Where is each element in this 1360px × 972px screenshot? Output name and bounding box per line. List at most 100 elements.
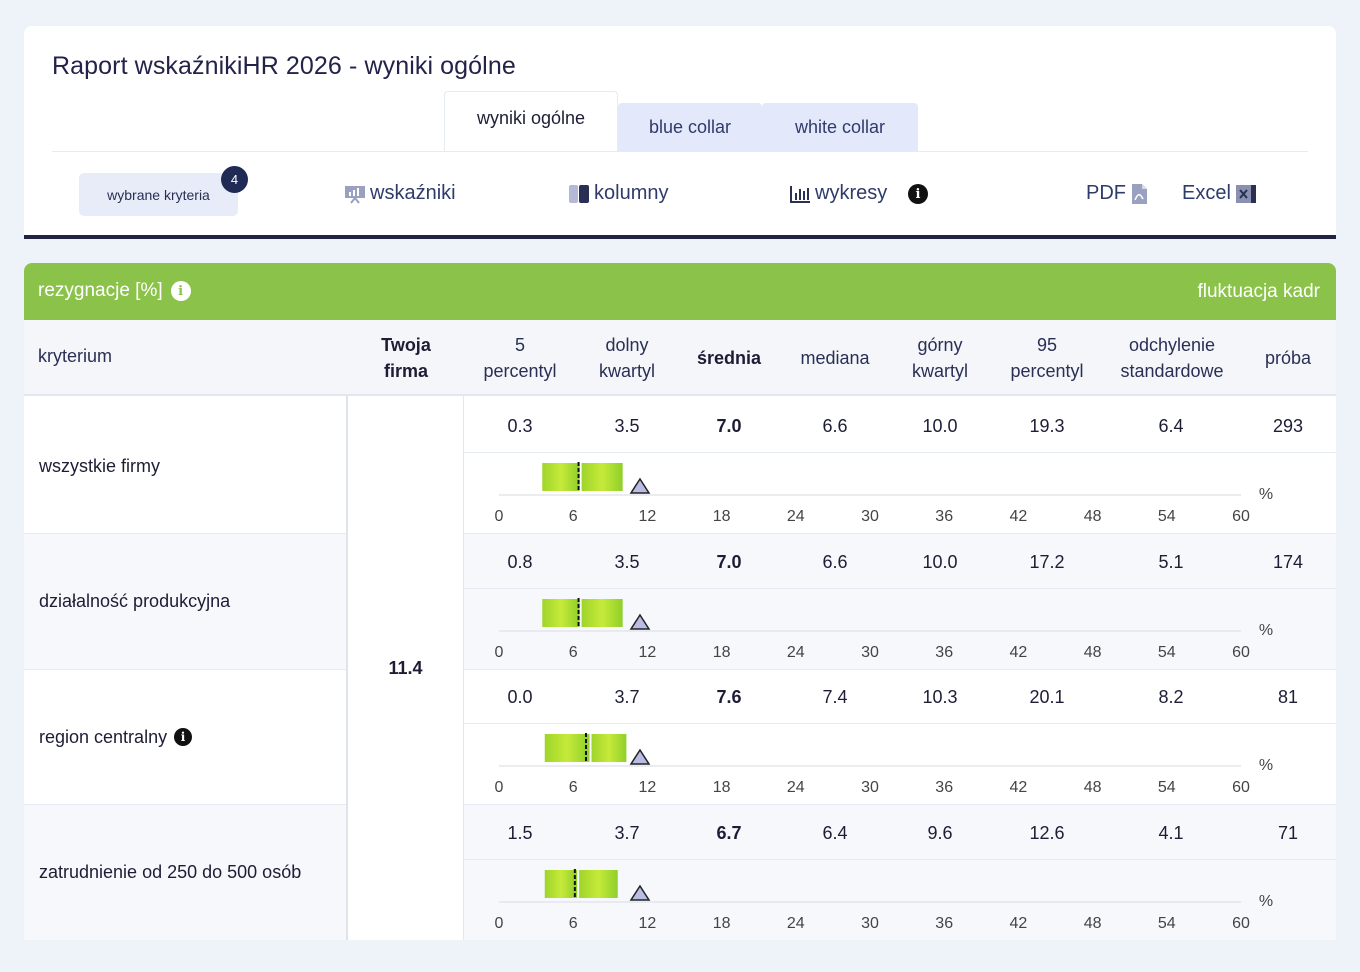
axis-tick-label: 0 <box>495 508 504 525</box>
box-plot-chart: 0 6 12 18 24 30 36 42 48 54 60% <box>495 868 1273 932</box>
pdf-label: PDF <box>1086 182 1126 204</box>
cell-sample: 81 <box>1277 687 1299 707</box>
criterion-info-icon[interactable]: i <box>174 728 193 746</box>
columns-label: kolumny <box>594 182 669 204</box>
cell-p95: 19.3 <box>1029 416 1065 436</box>
cell-p5: 0.0 <box>507 687 533 707</box>
axis-tick-label: 48 <box>1084 644 1102 661</box>
tab-white-collar[interactable]: white collar <box>762 103 918 152</box>
cell-mean: 7.0 <box>716 551 742 572</box>
header-median: mediana <box>800 348 870 368</box>
cell-q1: 3.7 <box>614 687 640 707</box>
row-criterion: zatrudnienie od 250 do 500 osób <box>39 805 301 941</box>
axis-tick-label: 30 <box>861 508 879 525</box>
charts-button[interactable]: wykresy <box>790 182 887 205</box>
row-criterion-label: zatrudnienie od 250 do 500 osób <box>39 862 302 882</box>
indicators-label: wskaźniki <box>370 182 456 204</box>
axis-tick-label: 6 <box>569 644 578 661</box>
row-criterion: działalność produkcyjna <box>39 534 230 670</box>
cell-p95: 20.1 <box>1029 687 1065 707</box>
axis-tick-label: 60 <box>1232 779 1250 796</box>
cell-q1: 3.5 <box>614 416 640 436</box>
box-upper-quartile <box>579 869 618 898</box>
axis-tick-label: 30 <box>861 779 879 796</box>
column-divider <box>463 396 464 940</box>
cell-sd: 4.1 <box>1158 822 1184 843</box>
header-sample: próba <box>1264 348 1312 368</box>
axis-tick-label: 0 <box>495 644 504 661</box>
excel-export-button[interactable]: Excel <box>1182 182 1257 205</box>
box-plot-chart: 0 6 12 18 24 30 36 42 48 54 60% <box>495 462 1273 525</box>
table-row: region centralny i 0.0 3.7 7.6 7.4 10.3 20.1 8.2… <box>24 669 1336 805</box>
cell-q3: 10.0 <box>922 416 958 436</box>
axis-tick-label: 60 <box>1232 508 1250 525</box>
axis-unit-label: % <box>1259 622 1273 639</box>
cell-median: 7.4 <box>822 687 848 707</box>
box-lower-quartile <box>542 598 580 627</box>
axis-tick-label: 0 <box>495 915 504 932</box>
axis-tick-label: 42 <box>1010 915 1028 932</box>
pdf-export-button[interactable]: PDF <box>1086 182 1148 205</box>
axis-tick-label: 30 <box>861 644 879 661</box>
axis-tick-label: 12 <box>639 644 657 661</box>
header-q1: dolny kwartyl <box>598 335 655 381</box>
your-firm-marker <box>629 613 651 630</box>
tab-blue-collar[interactable]: blue collar <box>618 103 762 152</box>
cell-mean: 6.7 <box>716 822 742 843</box>
your-firm-marker <box>629 477 651 494</box>
cell-q3: 10.3 <box>922 687 958 707</box>
row-chart-divider <box>464 723 1336 724</box>
tab-wyniki-ogolne[interactable]: wyniki ogólne <box>444 91 618 151</box>
column-divider <box>346 396 348 940</box>
axis-tick-label: 0 <box>495 779 504 796</box>
cell-sd: 8.2 <box>1158 687 1184 707</box>
header-p95: 95 percentyl <box>1010 335 1084 381</box>
box-lower-quartile <box>544 734 590 762</box>
header-q3: górny kwartyl <box>911 335 968 381</box>
axis-tick-label: 36 <box>935 915 953 932</box>
axis-tick-label: 6 <box>569 508 578 525</box>
row-criterion-label: region centralny <box>39 726 168 747</box>
row-criterion-label: wszystkie firmy <box>39 455 160 476</box>
results-table-card: rezygnacje [%] i fluktuacja kadr kryteri… <box>24 263 1336 940</box>
indicators-button[interactable]: wskaźniki <box>344 182 456 205</box>
selected-criteria-button[interactable]: wybrane kryteria <box>79 173 238 216</box>
axis-tick-label: 42 <box>1010 644 1028 661</box>
cell-p5: 0.3 <box>507 416 533 436</box>
cell-q1: 3.7 <box>614 822 640 843</box>
section-info-icon[interactable]: i <box>170 281 191 301</box>
cell-p5: 0.8 <box>507 551 533 572</box>
table-row: zatrudnienie od 250 do 500 osób 1.5 3.7 6.7… <box>24 804 1336 941</box>
charts-info-icon[interactable]: i <box>908 184 928 204</box>
axis-tick-label: 42 <box>1010 779 1028 796</box>
axis-tick-label: 30 <box>861 915 879 932</box>
cell-mean: 7.6 <box>716 687 742 707</box>
row-criterion: region centralny i <box>39 669 193 805</box>
box-lower-quartile <box>544 869 578 898</box>
cell-median: 6.6 <box>822 551 848 572</box>
cell-sd: 6.4 <box>1158 416 1184 436</box>
your-firm-marker <box>629 884 651 901</box>
cell-q1: 3.5 <box>614 551 640 572</box>
cell-median: 6.4 <box>822 822 848 843</box>
header-your-firm: Twoja firma <box>381 335 431 381</box>
cell-mean: 7.0 <box>716 416 742 436</box>
axis-unit-label: % <box>1259 893 1273 910</box>
row-criterion: wszystkie firmy <box>39 398 160 534</box>
section-category: fluktuacja kadr <box>1197 281 1320 302</box>
section-title-text: rezygnacje [%] <box>38 280 163 301</box>
report-header-card: Raport wskaźnikiHR 2026 - wyniki ogólne … <box>24 26 1336 239</box>
box-upper-quartile <box>581 598 623 627</box>
box-plot-chart: 0 6 12 18 24 30 36 42 48 54 60% <box>495 597 1273 661</box>
table-row: wszystkie firmy 0.3 3.5 7.0 6.6 10.0 19.3 6.4 29… <box>24 398 1336 534</box>
axis-tick-label: 12 <box>639 779 657 796</box>
page-title: Raport wskaźnikiHR 2026 - wyniki ogólne <box>52 52 516 80</box>
axis-tick-label: 48 <box>1084 508 1102 525</box>
columns-button[interactable]: kolumny <box>568 182 668 205</box>
cell-median: 6.6 <box>822 416 848 436</box>
header-sd: odchylenie standardowe <box>1120 335 1224 381</box>
axis-tick-label: 24 <box>787 508 805 525</box>
pdf-file-icon <box>1132 183 1147 204</box>
axis-tick-label: 12 <box>639 508 657 525</box>
cell-p5: 1.5 <box>507 822 533 843</box>
